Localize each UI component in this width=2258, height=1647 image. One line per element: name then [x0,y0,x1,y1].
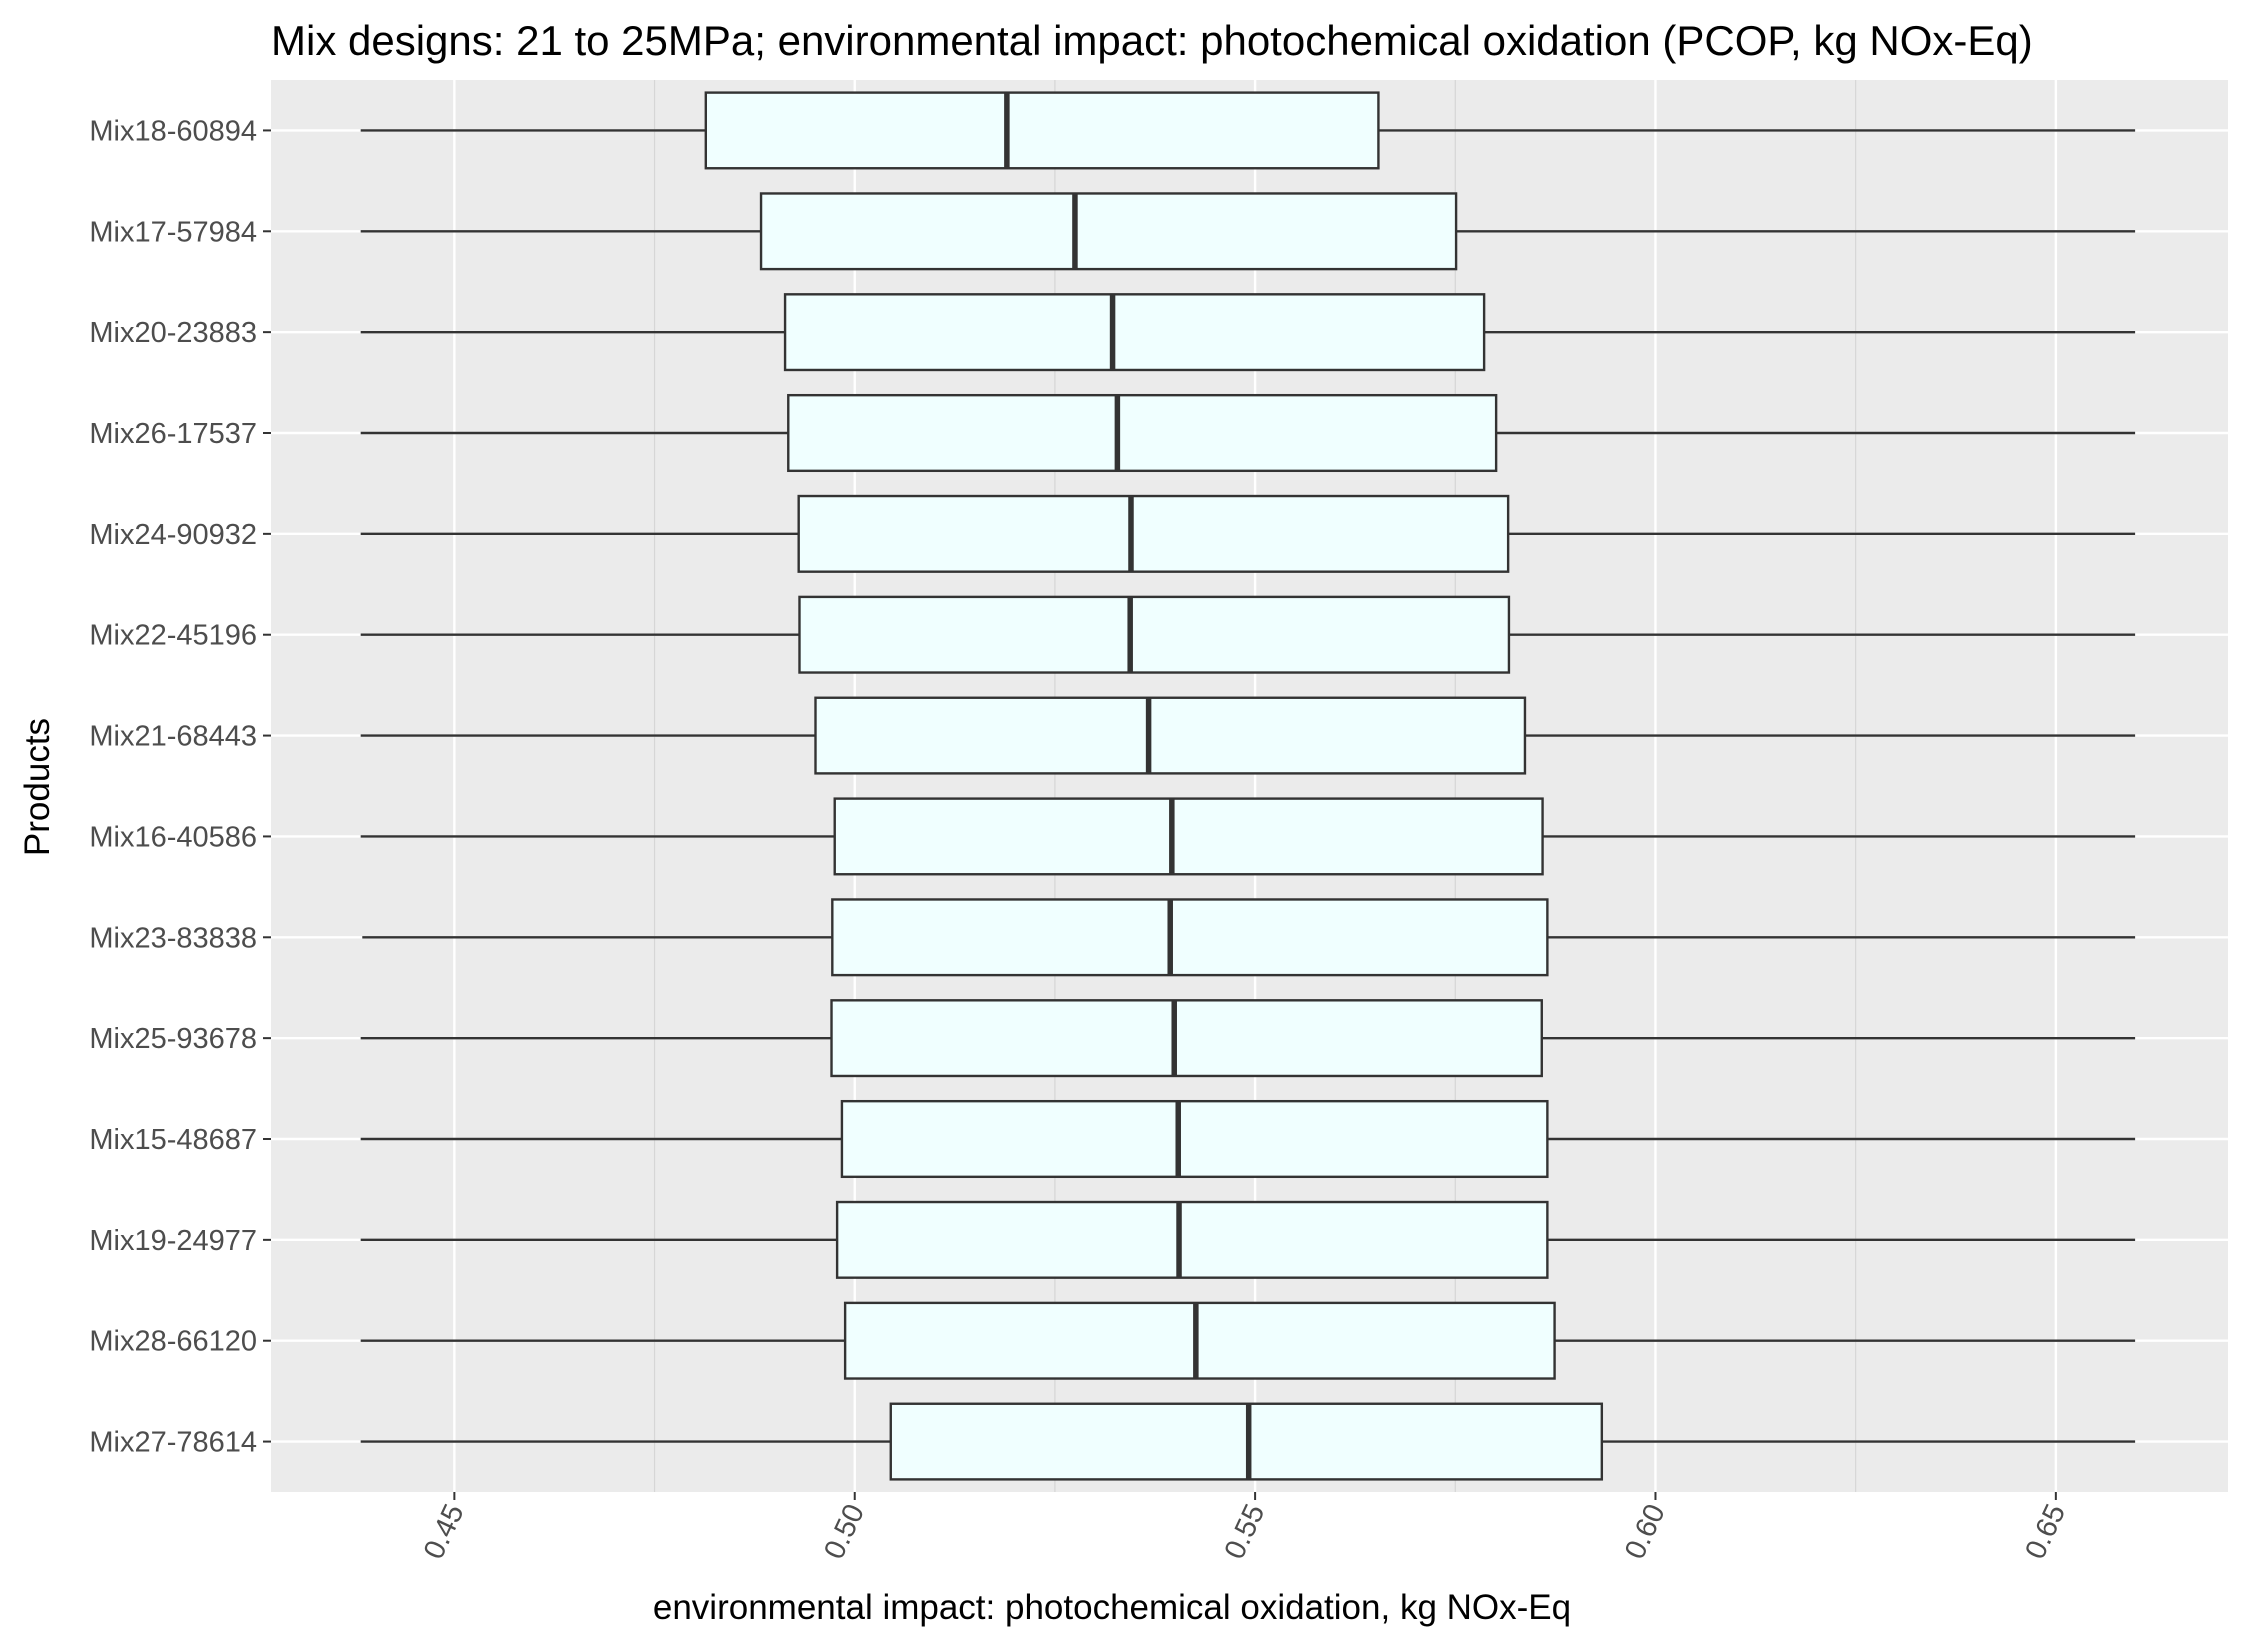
box [783,293,1486,372]
box-group [360,91,2136,170]
y-axis-title: Products [18,718,57,856]
box-group [360,293,2136,372]
box-group [362,898,2136,977]
category-label: Mix28-66120 [89,1326,257,1358]
category-label: Mix20-23883 [89,317,257,349]
x-tick-label: 0.50 [818,1499,871,1564]
box-group [360,393,2136,473]
category-label: Mix21-68443 [89,721,257,753]
category-label: Mix27-78614 [89,1427,257,1459]
plot-panel [271,80,2228,1492]
box [830,999,1543,1078]
box-group [360,192,2136,271]
box-group [360,1200,2136,1279]
category-label: Mix19-24977 [89,1225,257,1257]
box [797,494,1510,573]
box [835,1200,1549,1279]
y-axis: Mix18-60894 Mix17-57984 Mix20-23883 Mix26-1… [89,115,271,1459]
category-label: Mix23-83838 [89,922,257,954]
box [831,898,1549,977]
box [814,696,1527,775]
box-group [360,797,2136,876]
box-group [360,1099,2136,1179]
box [798,595,1511,674]
x-axis: 0.45 0.50 0.55 0.60 0.65 [418,1492,2072,1564]
box-group [360,1301,2136,1380]
box-group [360,696,2136,775]
box-group [360,999,2136,1078]
category-label: Mix16-40586 [89,821,257,853]
box-group [360,494,2136,573]
box [833,797,1544,876]
category-label: Mix17-57984 [89,216,257,248]
chart-title: Mix designs: 21 to 25MPa; environmental … [271,17,2033,64]
category-label: Mix18-60894 [89,115,257,147]
box-group [360,595,2136,674]
box [787,393,1498,473]
x-tick-label: 0.45 [418,1499,471,1564]
x-tick-label: 0.55 [1219,1499,1272,1564]
box-series [360,91,2136,1481]
category-label: Mix26-17537 [89,418,257,450]
category-label: Mix22-45196 [89,620,257,652]
x-axis-title: environmental impact: photochemical oxid… [653,1588,1571,1627]
x-tick-label: 0.65 [2019,1499,2072,1564]
box [843,1301,1556,1380]
category-label: Mix24-90932 [89,519,257,551]
category-label: Mix25-93678 [89,1023,257,1055]
x-tick-label: 0.60 [1619,1499,1672,1564]
category-label: Mix15-48687 [89,1124,257,1156]
box [840,1099,1549,1179]
box [759,192,1458,271]
box-group [360,1402,2136,1481]
box [704,91,1380,170]
